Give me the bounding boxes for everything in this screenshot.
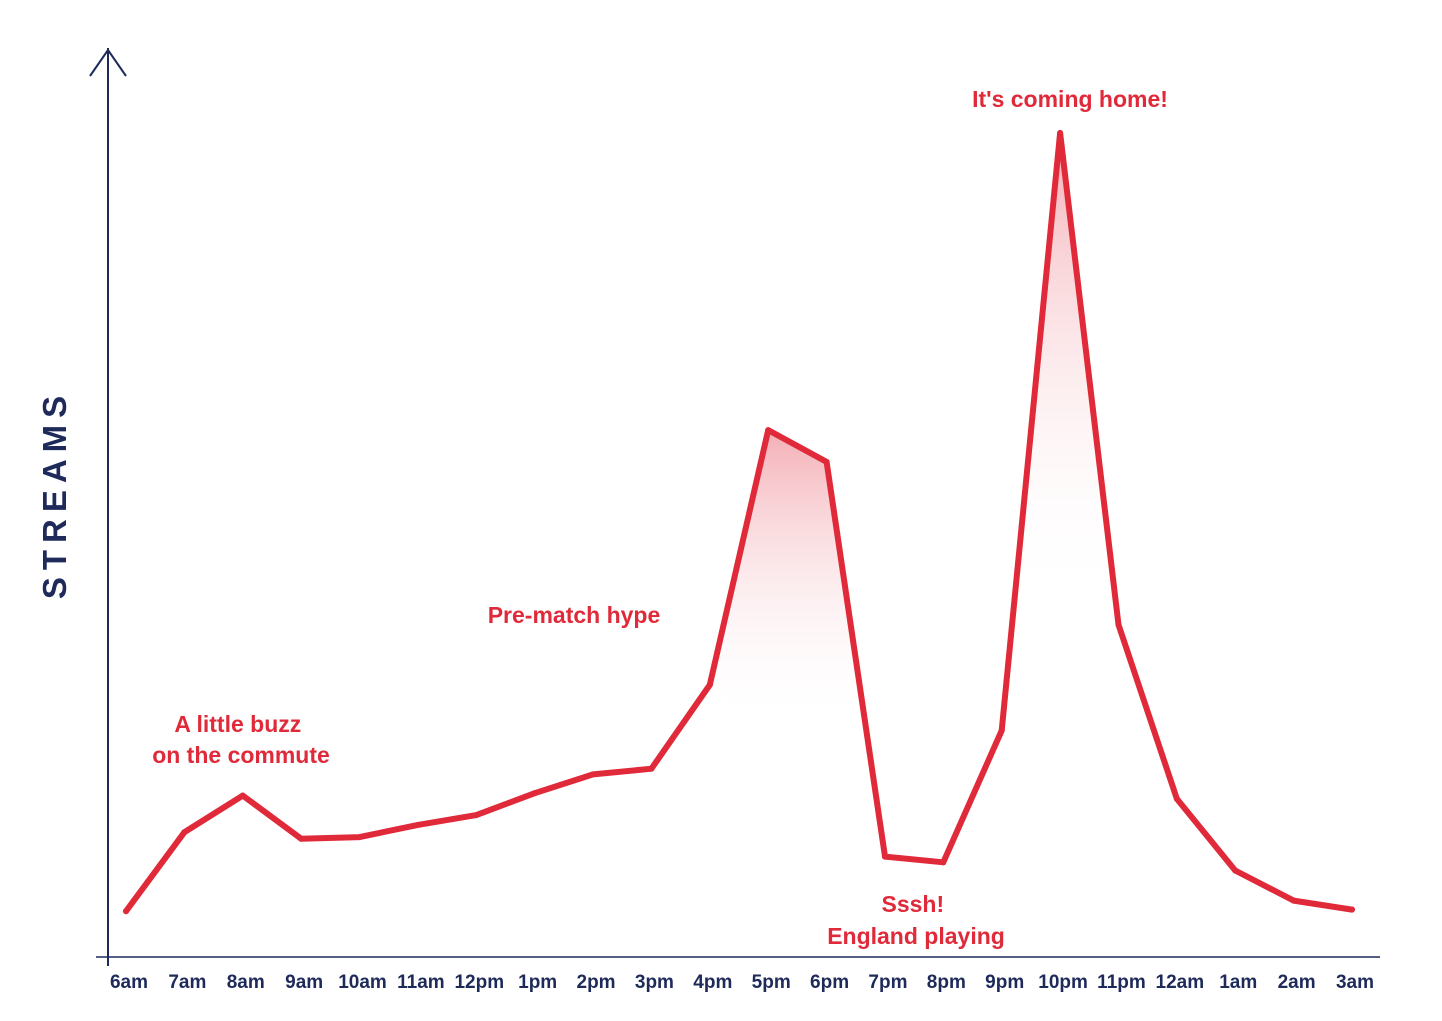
x-tick-label-12am: 12am (1156, 972, 1205, 993)
x-tick-label-1am: 1am (1219, 972, 1257, 993)
data-point-12pm (473, 812, 480, 819)
data-point-11am (414, 821, 421, 828)
x-tick-label-2am: 2am (1278, 972, 1316, 993)
data-point-10am (356, 834, 363, 841)
data-points (123, 130, 1355, 915)
data-point-12am (1173, 795, 1180, 802)
x-tick-label-7am: 7am (168, 972, 206, 993)
streams-series-line (123, 130, 1355, 915)
annotation-buzz-line-2: on the commute (152, 742, 330, 768)
data-point-6pm (823, 458, 830, 465)
annotation-hype: Pre-match hype (488, 602, 661, 628)
annotation-buzz-line-1: A little buzz (174, 711, 301, 737)
x-tick-label-8pm: 8pm (927, 972, 966, 993)
data-point-10pm (1057, 130, 1064, 136)
data-point-8am (239, 792, 246, 799)
data-point-1pm (531, 790, 538, 797)
annotation-hype-line-1: Pre-match hype (488, 602, 661, 628)
x-tick-label-1pm: 1pm (518, 972, 557, 993)
data-point-9am (298, 835, 305, 842)
x-tick-label-6am: 6am (110, 972, 148, 993)
x-tick-label-3pm: 3pm (635, 972, 674, 993)
x-tick-label-7pm: 7pm (868, 972, 907, 993)
x-tick-label-11pm: 11pm (1097, 972, 1146, 993)
x-tick-label-11am: 11am (397, 972, 445, 993)
annotation-sssh-line-1: Sssh! (881, 891, 944, 917)
annotation-home: It's coming home! (972, 86, 1168, 112)
data-point-11pm (1115, 621, 1122, 628)
data-point-1am (1232, 867, 1239, 874)
data-point-4pm (706, 681, 713, 688)
annotation-home-line-1: It's coming home! (972, 86, 1168, 112)
data-point-7pm (881, 853, 888, 860)
x-tick-label-12pm: 12pm (454, 972, 504, 993)
data-point-2pm (590, 771, 597, 778)
x-tick-label-5pm: 5pm (752, 972, 791, 993)
data-point-7am (181, 829, 188, 836)
annotation-sssh-line-2: England playing (827, 923, 1005, 949)
x-axis-ticks: 6am 7am 8am 9am 10am 11am 12pm 1pm 2pm 3pm 4pm 5pm 6… (110, 972, 1374, 993)
data-point-8pm (940, 859, 947, 866)
y-axis-label: STREAMS (36, 389, 73, 599)
x-tick-label-10am: 10am (338, 972, 387, 993)
data-point-9pm (998, 727, 1005, 734)
x-tick-label-2pm: 2pm (577, 972, 616, 993)
x-tick-label-3am: 3am (1336, 972, 1374, 993)
data-point-5pm (765, 427, 772, 434)
annotation-buzz: A little buzz on the commute (152, 711, 330, 768)
x-tick-label-9pm: 9pm (985, 972, 1024, 993)
x-tick-label-9am: 9am (285, 972, 323, 993)
data-point-3pm (648, 765, 655, 772)
y-axis-arrow-icon (89, 48, 127, 77)
x-tick-label-4pm: 4pm (693, 972, 732, 993)
x-tick-label-6pm: 6pm (810, 972, 849, 993)
annotation-sssh: Sssh! England playing (827, 891, 1005, 949)
data-point-2am (1290, 897, 1297, 904)
peak-fill-pre-match (709, 430, 885, 857)
x-tick-label-10pm: 10pm (1038, 972, 1088, 993)
data-point-3am (1349, 906, 1355, 913)
data-point-6am (123, 908, 129, 915)
x-tick-label-8am: 8am (227, 972, 265, 993)
